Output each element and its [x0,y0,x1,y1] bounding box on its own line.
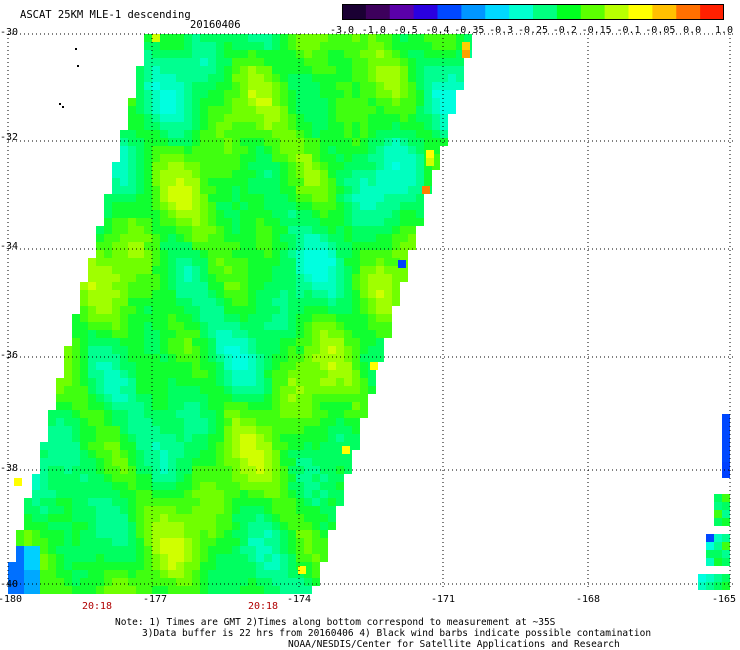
colorbar-segment [365,4,391,20]
plot-title: ASCAT 25KM MLE-1 descending [20,9,191,21]
colorbar-tick-label: 0.0 [683,25,702,36]
wind-swath-right [698,414,730,590]
colorbar-tick-label: -0.2 [552,25,577,36]
colorbar-segment [676,4,701,20]
colorbar-segment [604,4,630,20]
note-line: Note: 1) Times are GMT 2)Times along bot… [115,617,556,628]
lat-label: -30 [0,27,19,38]
colorbar-segment [580,4,606,20]
lon-label: -168 [575,594,601,605]
pass-time: 20:18 [247,601,279,612]
colorbar-tick-label: -0.25 [517,25,549,36]
colorbar-segment [389,4,415,20]
colorbar-segment [628,4,653,20]
lat-label: -32 [0,132,19,143]
colorbar-tick-label: -0.05 [645,25,676,36]
plot-date: 20160406 [190,19,241,31]
note-line: 3)Data buffer is 22 hrs from 20160406 4)… [142,628,652,639]
colorbar-segment [461,4,486,20]
colorbar-tick-label: -1.0 [361,25,386,36]
colorbar-segment [485,4,510,20]
colorbar-tick-label: -0.5 [393,25,418,36]
lat-label: -40 [0,579,19,590]
colorbar-segment [556,4,582,20]
lon-label: -174 [286,594,312,605]
pass-time: 20:18 [81,601,113,612]
colorbar-tick-label: -0.1 [616,25,641,36]
colorbar-segment [437,4,462,20]
colorbar-tick-label: -0.3 [489,25,514,36]
lat-label: -38 [0,463,19,474]
lat-label: -34 [0,241,19,252]
colorbar-tick-label: -0.35 [454,25,485,36]
colorbar-segment [700,4,724,20]
colorbar-tick-label: -3.0 [329,25,355,36]
colorbar-segment [413,4,439,20]
colorbar-tick-label: -0.4 [425,25,450,36]
lon-label: -177 [142,594,168,605]
lon-label: -180 [0,594,23,605]
graticule [7,33,735,590]
colorbar-segment [342,4,367,20]
note-line: NOAA/NESDIS/Center for Satellite Applica… [288,639,620,650]
colorbar-tick-label: 1.0 [714,25,734,36]
wind-swath [8,34,472,594]
colorbar-segment [509,4,534,20]
colorbar-segment [652,4,677,20]
colorbar-tick-label: -0.15 [581,25,612,36]
lat-label: -36 [0,350,19,361]
lon-label: -171 [430,594,456,605]
colorbar [342,4,724,20]
colorbar-segment [533,4,558,20]
lon-label: -165 [711,594,737,605]
